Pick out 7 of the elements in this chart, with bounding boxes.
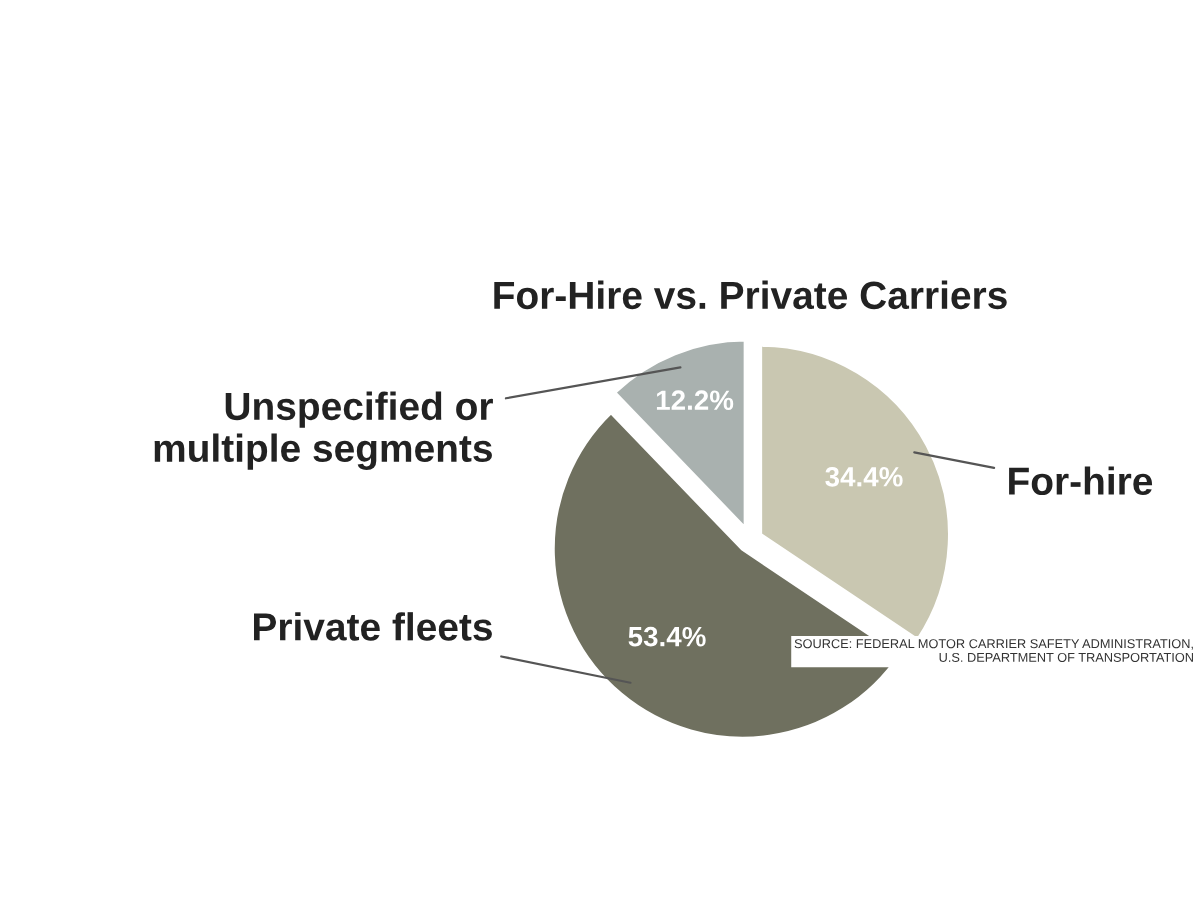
slice-label: Unspecified or multiple segments (154, 391, 493, 470)
slice-label: For-hire (1009, 466, 1153, 495)
data-label: 12.2% (656, 390, 734, 410)
data-label: 34.4% (825, 466, 903, 487)
slice-label: Private fleets (254, 612, 492, 641)
chart-title: For-Hire vs. Private Carriers (494, 280, 1007, 310)
data-label: 53.4% (628, 626, 706, 647)
